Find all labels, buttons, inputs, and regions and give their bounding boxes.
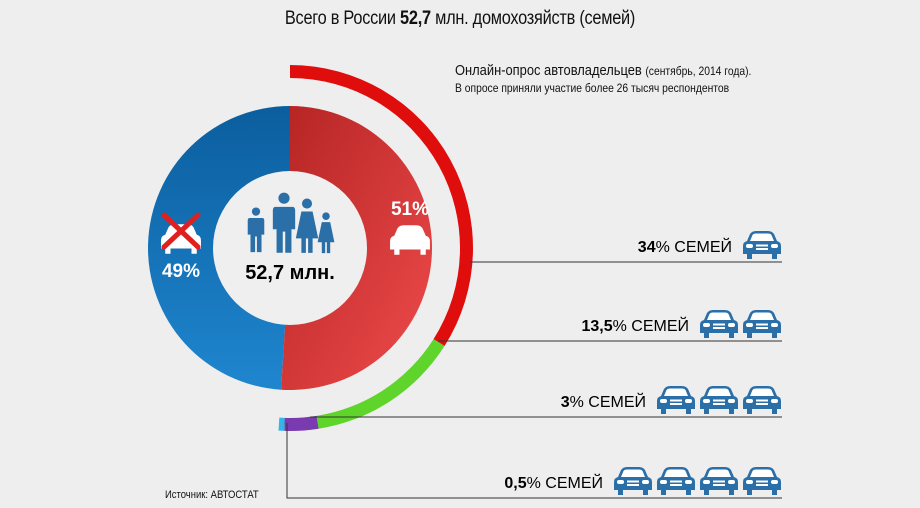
car-icon	[614, 467, 652, 495]
row-label-2: 13,5% СЕМЕЙ	[581, 316, 689, 335]
source-note: Источник: АВТОСТАТ	[165, 489, 259, 501]
survey-line-1: Онлайн-опрос автовладельцев (сентябрь, 2…	[455, 62, 752, 79]
ring-segment-2	[316, 339, 445, 429]
car-icon	[700, 386, 738, 414]
survey-description: Онлайн-опрос автовладельцев (сентябрь, 2…	[455, 62, 851, 95]
car-icon	[657, 467, 695, 495]
cross-icon	[161, 212, 201, 250]
car-icon	[700, 467, 738, 495]
car-count-rows: 34% СЕМЕЙ 13,5% СЕМЕЙ 3% СЕМЕЙ 0,5% СЕМЕЙ	[504, 231, 781, 495]
ring-segment-4	[278, 417, 285, 431]
ring-segment-3	[284, 415, 319, 432]
center-label: 52,7 млн.	[245, 262, 335, 284]
row-label-3: 3% СЕМЕЙ	[561, 392, 646, 411]
ring-segment-1	[290, 65, 473, 347]
car-icon	[743, 310, 781, 338]
car-icon	[657, 386, 695, 414]
slice-label-no-car: 49%	[162, 261, 200, 282]
survey-line-2: В опросе приняли участие более 26 тысяч …	[455, 81, 730, 95]
survey-ring	[278, 65, 473, 432]
row-label-4: 0,5% СЕМЕЙ	[504, 473, 603, 492]
car-icon	[700, 310, 738, 338]
connector-4	[286, 423, 782, 499]
car-icon	[743, 231, 781, 259]
connector-lines	[286, 261, 782, 499]
row-label-1: 34% СЕМЕЙ	[638, 237, 732, 256]
car-icon	[743, 467, 781, 495]
page-title: Всего в России 52,7 млн. домохозяйств (с…	[284, 8, 636, 29]
slice-label-with-car: 51%	[391, 199, 429, 220]
car-icon	[743, 386, 781, 414]
